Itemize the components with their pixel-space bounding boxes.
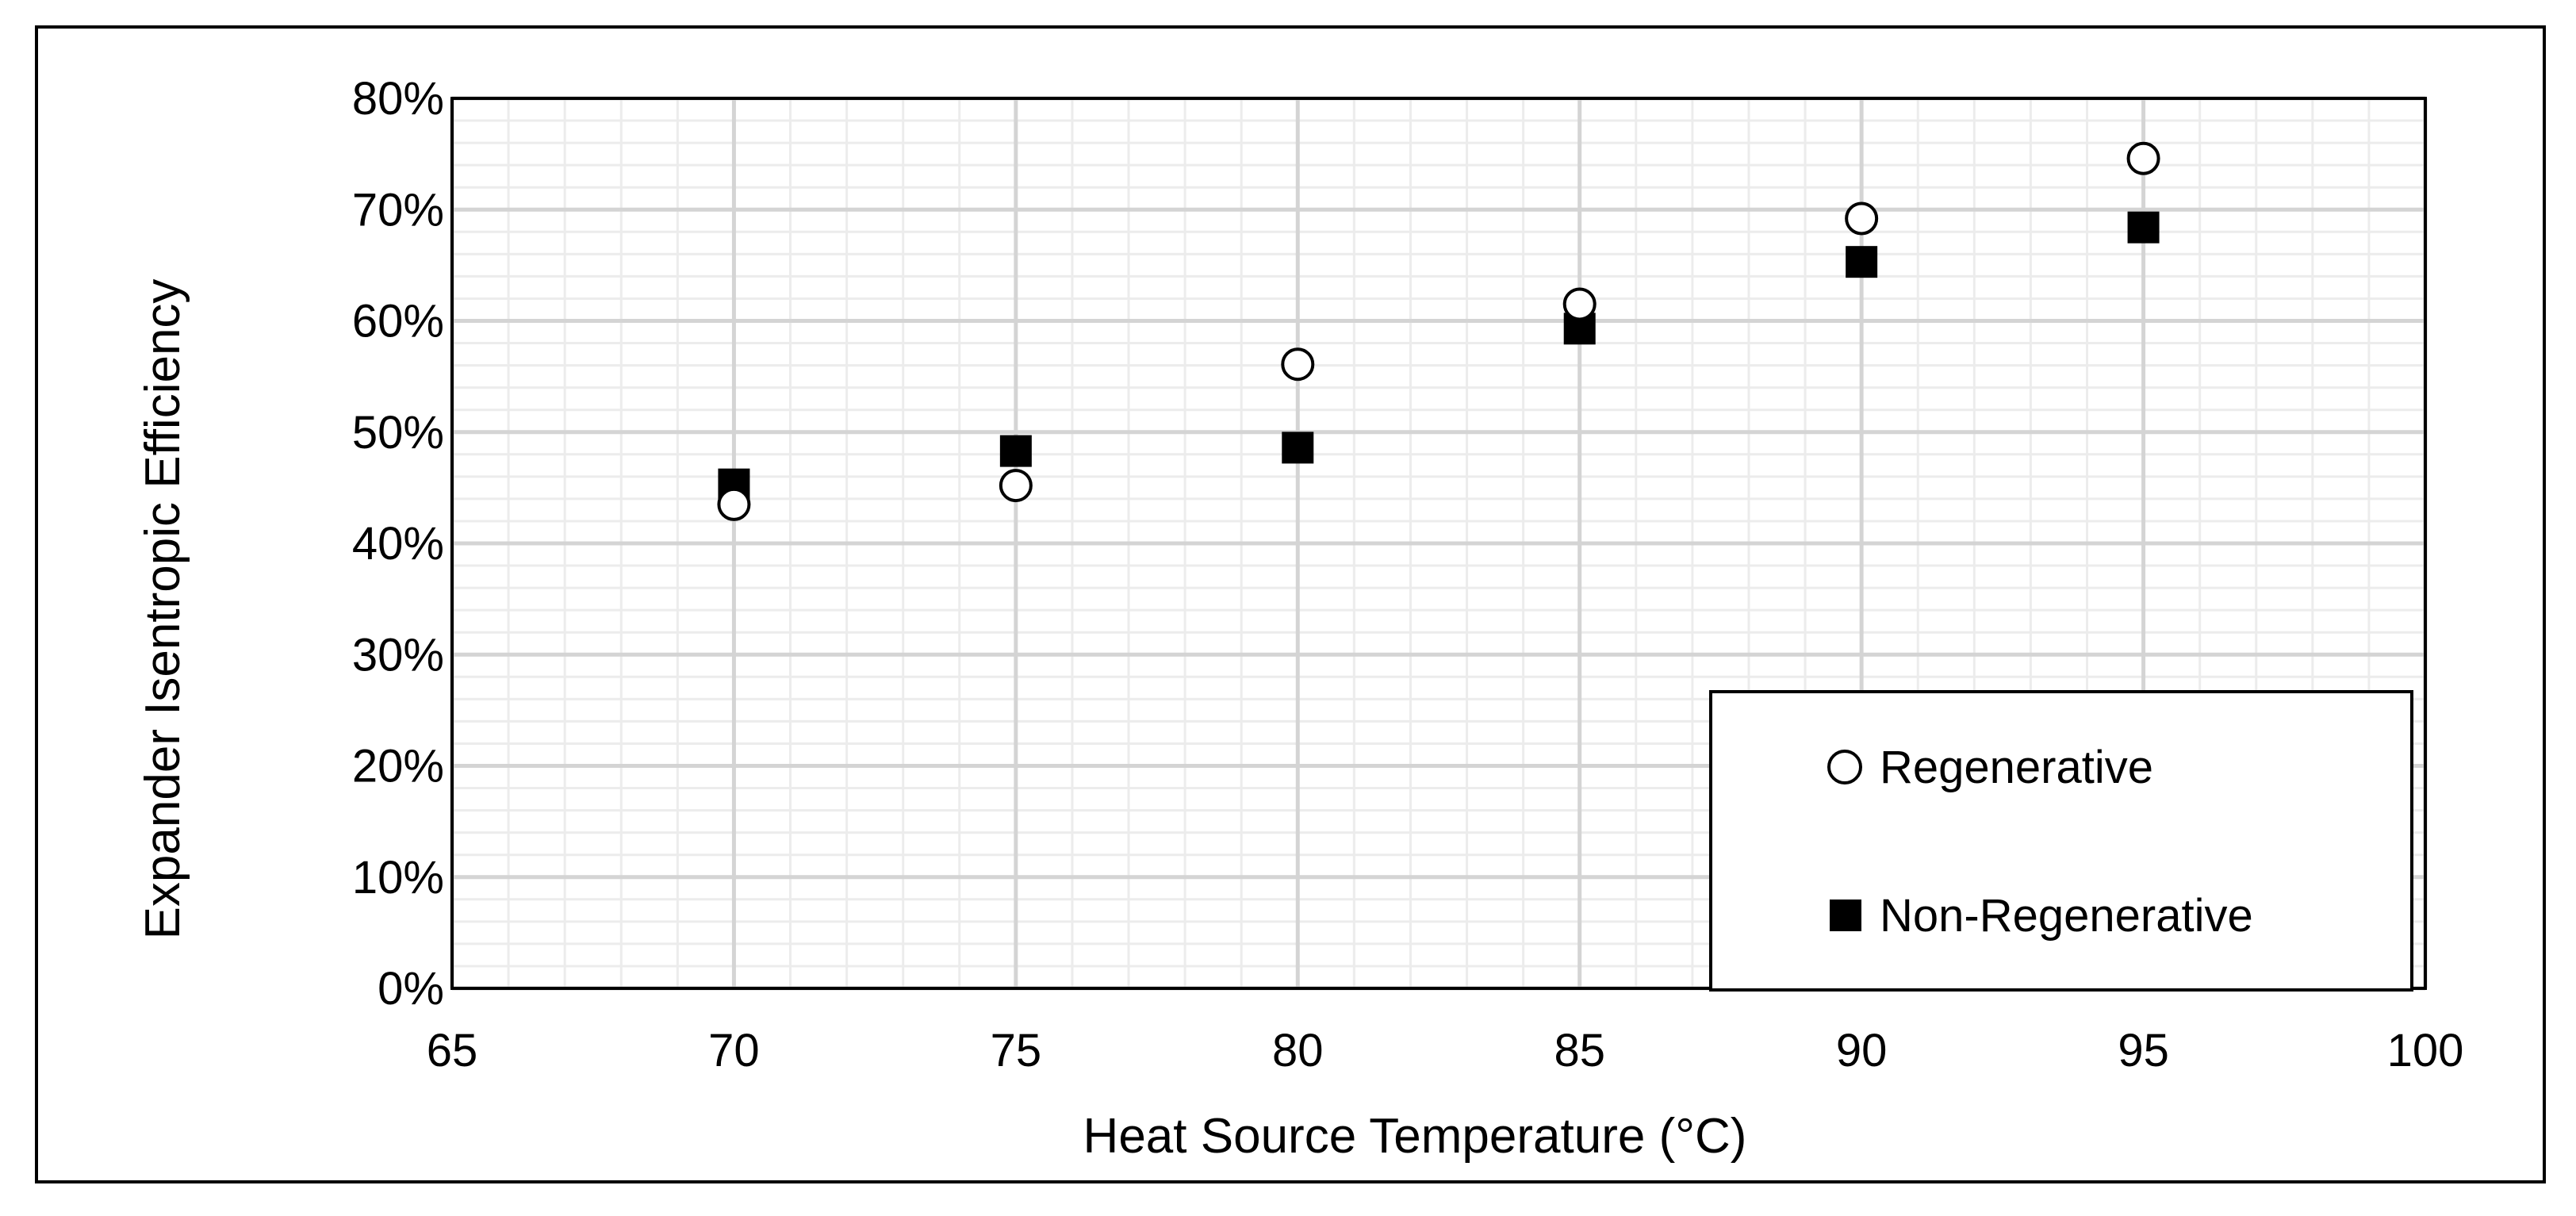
y-tick-label: 70% xyxy=(352,184,444,236)
point-regenerative xyxy=(999,469,1033,503)
point-non-regenerative xyxy=(1282,432,1314,464)
x-tick-label: 95 xyxy=(2118,1025,2169,1076)
point-regenerative xyxy=(1281,347,1315,382)
y-axis-tick-labels: 0% 10% 20% 30% 40% 50% 60% 70% 80% xyxy=(352,73,444,1015)
y-tick-label: 40% xyxy=(352,518,444,570)
legend-marker-regenerative xyxy=(1827,750,1862,784)
y-tick-label: 10% xyxy=(352,852,444,903)
y-tick-label: 50% xyxy=(352,407,444,458)
x-axis-label: Heat Source Temperature (°C) xyxy=(1083,1109,1747,1164)
x-tick-label: 100 xyxy=(2387,1025,2464,1076)
legend-label-non-regenerative: Non-Regenerative xyxy=(1880,890,2253,942)
x-tick-label: 85 xyxy=(1554,1025,1605,1076)
y-tick-label: 60% xyxy=(352,296,444,347)
point-regenerative xyxy=(1562,287,1597,321)
point-non-regenerative xyxy=(2127,211,2160,244)
point-non-regenerative xyxy=(1846,246,1878,278)
legend-box xyxy=(1709,690,2413,992)
x-tick-label: 75 xyxy=(991,1025,1042,1076)
point-regenerative xyxy=(717,487,751,521)
point-regenerative xyxy=(1845,201,1879,236)
legend-marker-non-regenerative xyxy=(1830,900,1861,931)
legend-label-regenerative: Regenerative xyxy=(1880,742,2153,793)
x-axis-tick-labels: 65 70 75 80 85 90 95 100 xyxy=(427,1025,2464,1076)
x-tick-label: 80 xyxy=(1272,1025,1324,1076)
x-tick-label: 65 xyxy=(427,1025,478,1076)
y-axis-label: Expander Isentropic Efficiency xyxy=(136,279,190,940)
legend: Regenerative Non-Regenerative xyxy=(1709,690,2413,992)
y-tick-label: 80% xyxy=(352,73,444,125)
y-tick-label: 30% xyxy=(352,629,444,681)
y-tick-label: 20% xyxy=(352,741,444,792)
point-regenerative xyxy=(2126,141,2160,175)
x-tick-label: 70 xyxy=(708,1025,760,1076)
data-points xyxy=(717,141,2160,521)
plot-area-border xyxy=(450,97,2427,990)
point-non-regenerative xyxy=(999,435,1032,467)
y-tick-label: 0% xyxy=(378,963,444,1015)
x-tick-label: 90 xyxy=(1836,1025,1888,1076)
